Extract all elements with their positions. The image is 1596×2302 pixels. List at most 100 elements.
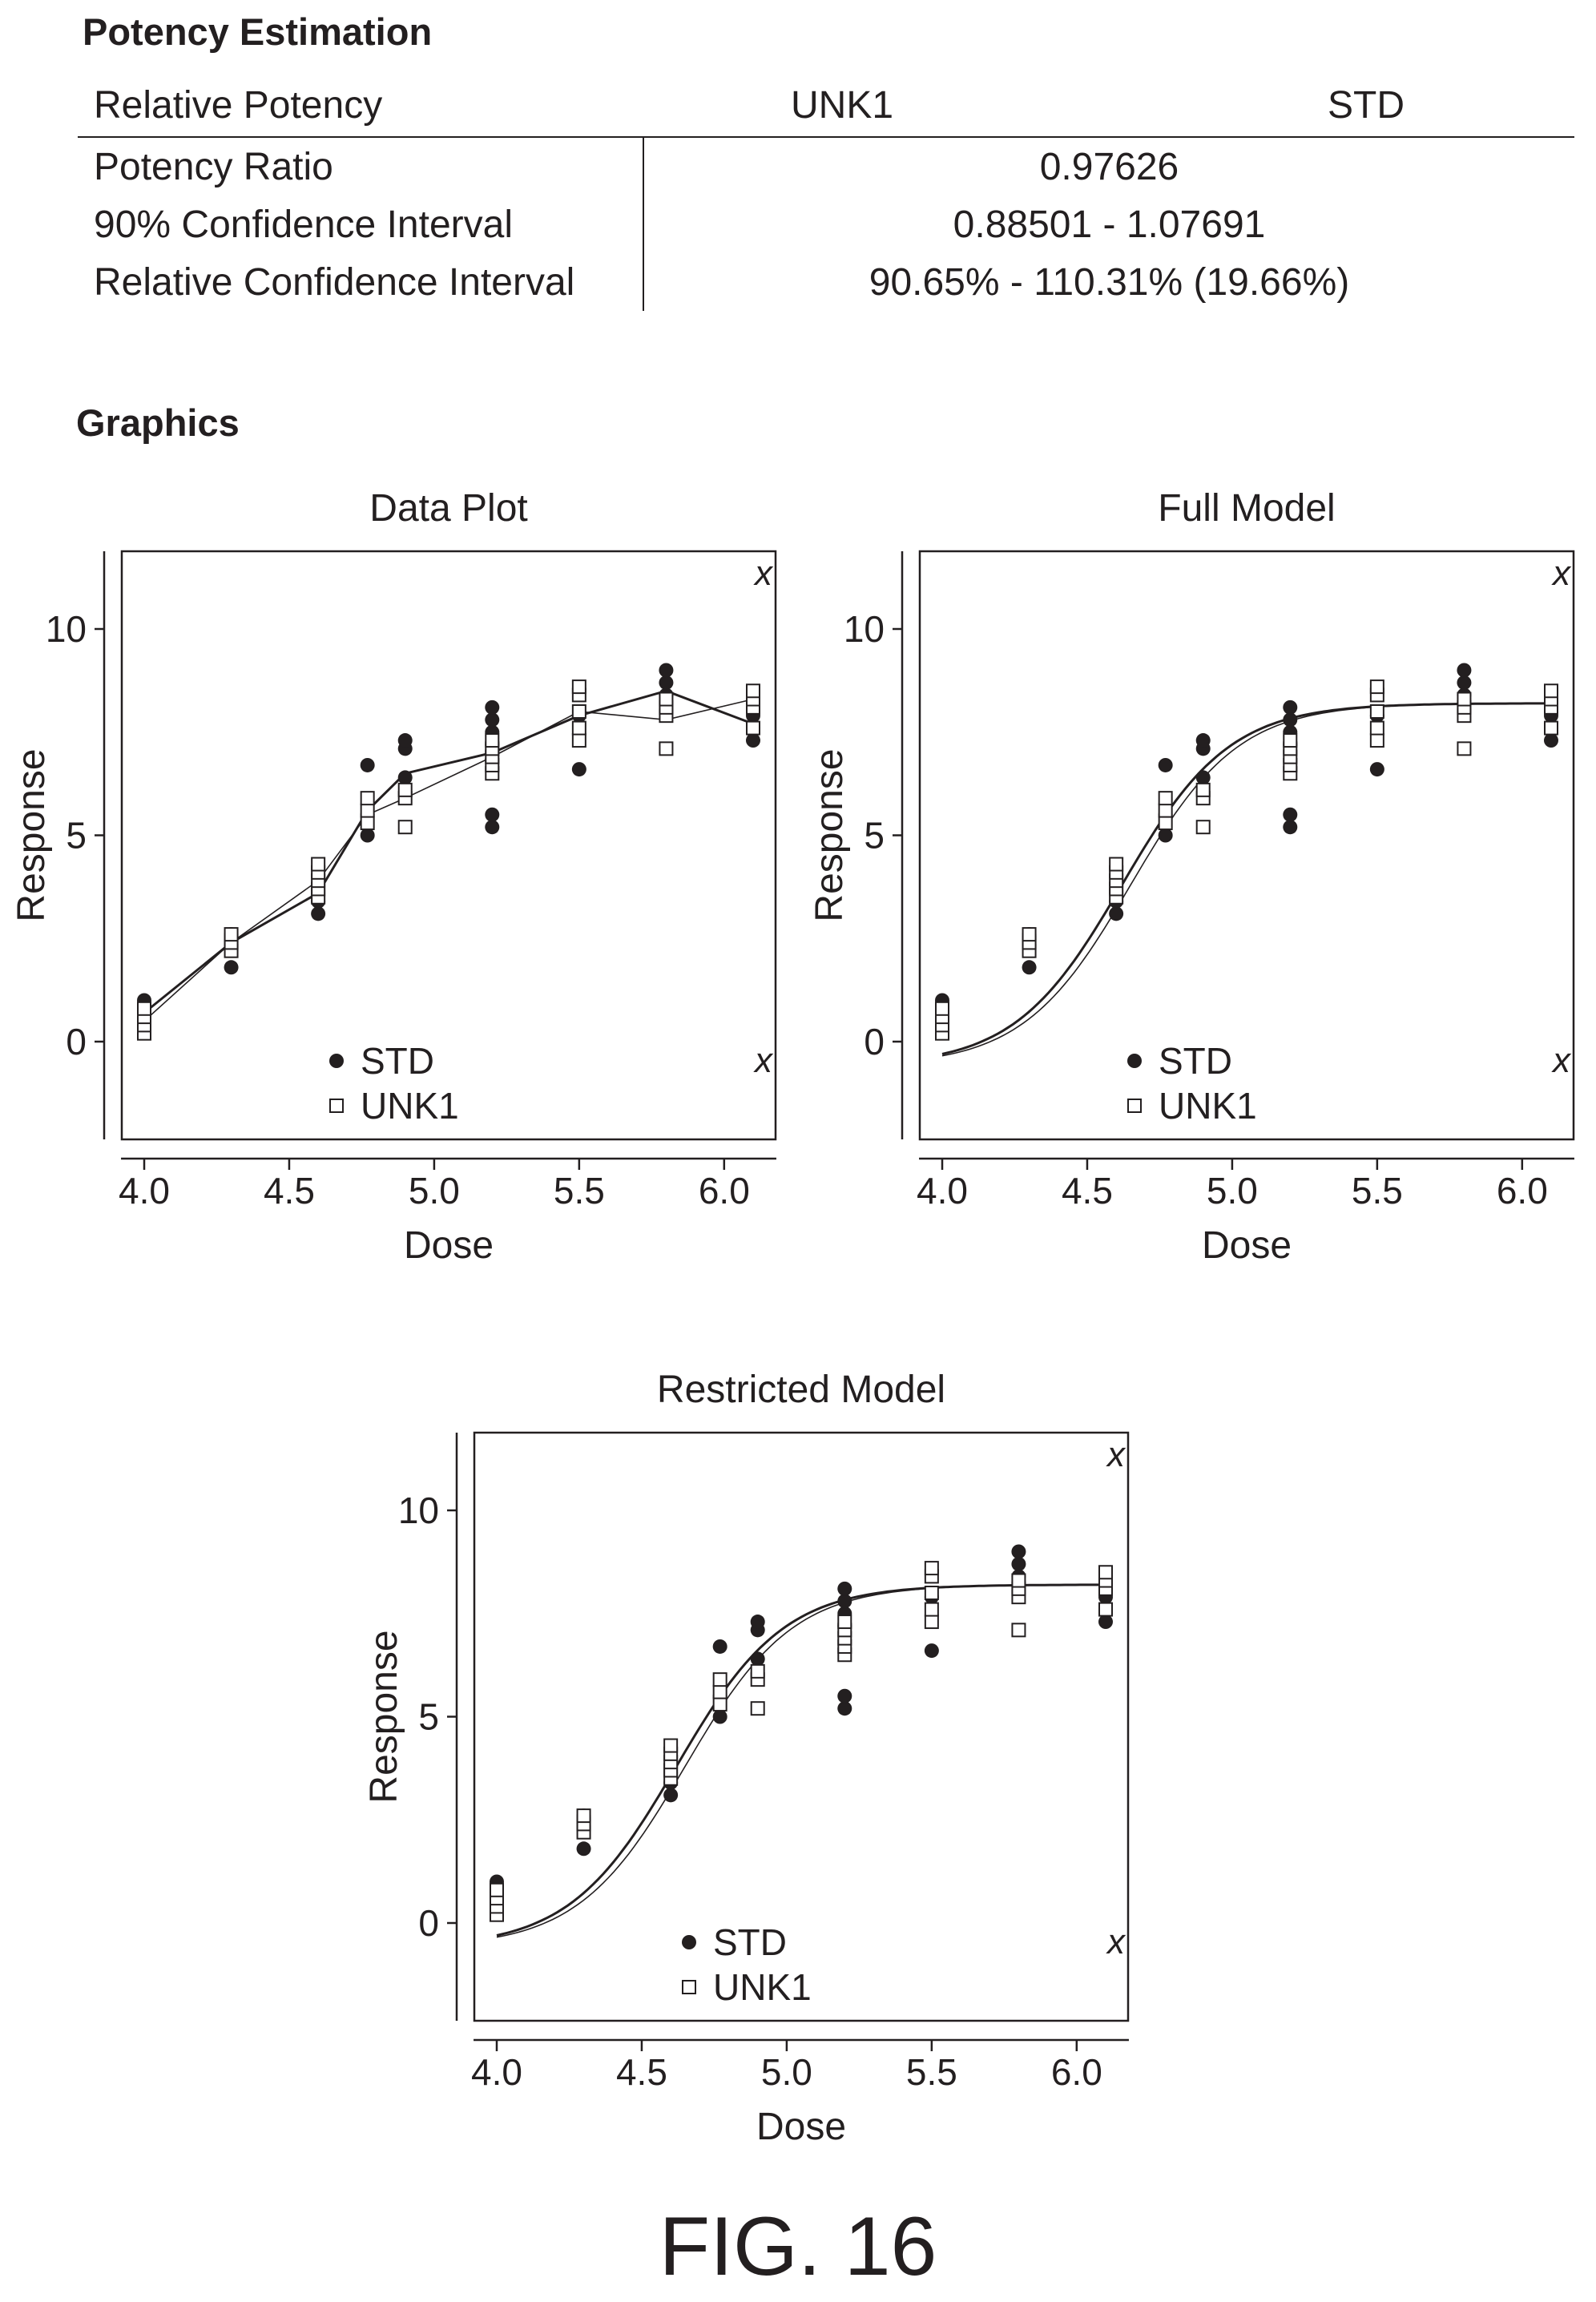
unk1-data-point [1544,720,1558,736]
y-tick-label: 5 [864,815,885,857]
legend-unk1-marker [329,1099,344,1113]
unk1-data-point [1369,733,1384,748]
std-data-point [224,960,239,975]
unk1-data-point [1544,683,1558,699]
x-tick-label: 4.5 [264,1170,315,1211]
figure-label: FIG. 16 [659,2200,937,2293]
unk1-data-point [924,1602,939,1617]
std-data-point [1457,663,1472,678]
data-plot-chart: Data Plot 0 5 10 Response 4.0 4.5 5.0 5.5 6.0 Dose… [10,487,777,1267]
x-tick-label: 5.0 [1207,1170,1258,1211]
std-data-point [1109,906,1124,921]
unk1-data-point [712,1697,727,1712]
std-data-point [360,828,375,843]
unk1-data-point [750,1701,765,1716]
y-tick-label: 0 [418,1902,439,1944]
unk1-data-point [1158,791,1173,806]
std-data-point [1283,807,1298,822]
std-fit-curve [496,1583,1106,1937]
unk1-data-point [137,1001,151,1016]
std-data-point [750,1615,765,1630]
full-model-chart: Full Model 0 5 10 Response 4.0 4.5 5.0 5.5 6.0 Dos… [808,487,1575,1267]
std-data-point [1283,699,1298,715]
std-fit-curve [941,702,1551,1055]
unk1-data-point [1109,857,1124,872]
x-tick-label: 6.0 [1051,2051,1102,2093]
restricted-model-chart: Restricted Model 0 5 10 Response 4.0 4.5 5.0 5.5… [363,1369,1130,2148]
legend-std-label: STD [1159,1040,1232,1082]
unk1-data-point [750,1663,765,1679]
y-axis-label: Response [10,748,53,921]
std-data-point [1158,828,1173,843]
y-tick-label: 10 [46,608,87,650]
unk1-data-point [1098,1565,1113,1580]
potency-ratio-label: Potency Ratio [78,137,644,196]
std-data-point [1283,820,1298,835]
unk1-data-point [935,1001,949,1016]
unk1-data-point [1283,733,1298,748]
std-data-point [659,675,674,690]
unk1-data-point [1457,691,1472,707]
y-tick-label: 5 [418,1696,439,1738]
unk1-data-point [746,683,760,699]
std-data-point [360,757,375,772]
relative-confidence-interval-value: 90.65% - 110.31% (19.66%) [869,260,1350,304]
std-data-point [837,1701,852,1716]
plot-area-frame [120,550,777,1141]
std-data-point [1011,1544,1026,1559]
unk1-data-point [712,1672,727,1687]
plot-area-frame [918,550,1575,1141]
std-data-point [311,906,326,921]
unk1-data-point [1457,741,1472,756]
unk1-data-point [924,1615,939,1630]
unk1-data-point [1369,704,1384,719]
std-data-point [837,1688,852,1703]
unk1-data-point [1158,803,1173,818]
legend-std-label: STD [361,1040,434,1082]
unk1-data-point [746,720,760,736]
unk1-data-point [224,927,239,942]
x-tick-label: 4.0 [917,1170,968,1211]
unk1-data-point [1369,720,1384,736]
unk1-data-point [659,691,674,707]
x-tick-label: 4.5 [1062,1170,1113,1211]
corner-marker-top: x [753,554,774,593]
unk1-data-point [659,741,674,756]
std-data-point [837,1594,852,1609]
y-tick-label: 10 [844,608,885,650]
x-tick-label: 5.5 [1352,1170,1403,1211]
unk1-column-header: UNK1 [791,83,894,127]
unk1-data-point [485,733,500,748]
y-axis-label: Response [363,1630,405,1803]
x-tick-label: 6.0 [1497,1170,1548,1211]
legend-std-marker [682,1935,696,1949]
x-tick-label: 4.0 [471,2051,522,2093]
corner-marker-bottom: x [753,1041,774,1080]
relative-confidence-interval-label: Relative Confidence Interval [78,253,644,311]
unk1-data-point [1369,679,1384,695]
unk1-data-point [1022,927,1037,942]
corner-marker-top: x [1106,1435,1126,1474]
std-data-point [1195,770,1211,785]
std-data-point [1457,675,1472,690]
unk1-data-point [663,1738,679,1753]
unk1-data-point [1195,782,1211,797]
unk1-data-point [1098,1602,1113,1617]
std-data-point [1544,733,1558,748]
std-data-point [485,699,500,715]
chart-title: Data Plot [369,487,527,530]
std-data-point [1022,960,1037,975]
legend-std-label: STD [713,1921,787,1963]
std-data-point [485,807,500,822]
x-tick-label: 5.0 [409,1170,460,1211]
unk1-data-point [571,733,586,748]
chart-title: Full Model [1158,487,1335,530]
std-data-point [571,762,586,777]
confidence-interval-row: 90% Confidence Interval 0.88501 - 1.0769… [78,196,1574,253]
confidence-interval-value: 0.88501 - 1.07691 [953,203,1266,246]
potency-estimation-title: Potency Estimation [83,10,433,53]
unk1-data-point [712,1684,727,1699]
std-data-point [659,663,674,678]
potency-table-header-row: Relative Potency UNK1 STD [78,74,1574,138]
unk1-data-point [1158,816,1173,831]
